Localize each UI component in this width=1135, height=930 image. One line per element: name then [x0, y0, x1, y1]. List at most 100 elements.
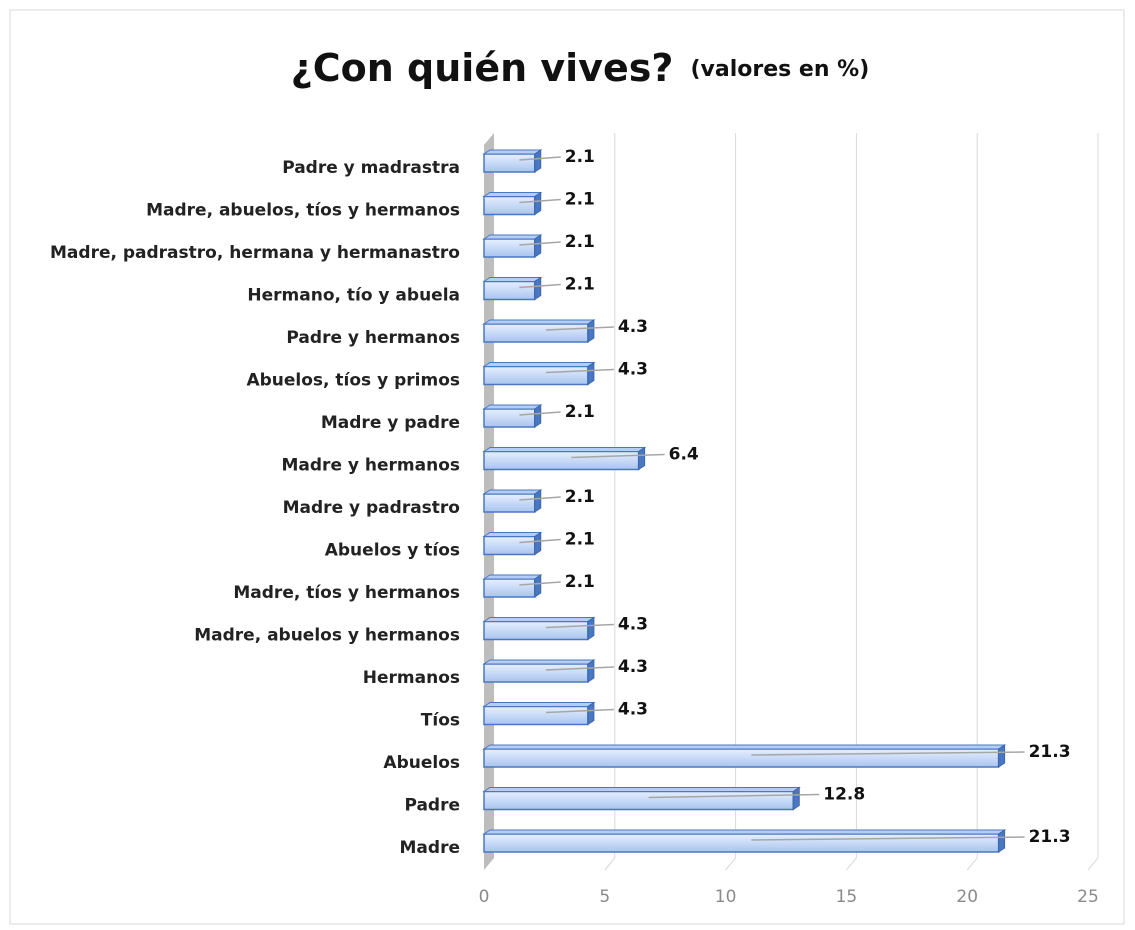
- bar-front: [483, 705, 589, 726]
- data-label: 2.1: [565, 190, 595, 210]
- leader-line: [545, 368, 614, 374]
- data-label: 21.3: [1029, 742, 1071, 762]
- x-tick-label: 5: [599, 887, 610, 907]
- bar-side: [534, 574, 542, 598]
- bar-front: [483, 578, 536, 598]
- bar-front: [483, 408, 536, 428]
- bar-front: [483, 323, 589, 343]
- bar-top: [482, 277, 543, 282]
- bar-top: [482, 829, 1007, 835]
- grid-line: [846, 133, 857, 871]
- leader-line: [545, 623, 614, 629]
- bar-top: [482, 447, 647, 452]
- bar-side: [998, 829, 1006, 853]
- data-label: 2.1: [565, 275, 595, 295]
- bar-side: [792, 786, 800, 811]
- leader-line: [751, 836, 1025, 841]
- leader-line: [751, 751, 1025, 756]
- bar: [482, 659, 596, 683]
- data-label: 12.8: [823, 785, 865, 805]
- x-tick-label: 15: [836, 887, 858, 907]
- bar-top: [482, 702, 596, 707]
- x-tick-label: 25: [1077, 887, 1099, 907]
- bar-top: [482, 234, 543, 240]
- bar-front: [483, 153, 536, 173]
- bar: [482, 701, 596, 726]
- leader-line: [519, 241, 561, 246]
- bar: [482, 616, 596, 641]
- x-tick-label: 0: [479, 887, 490, 907]
- bar: [482, 489, 543, 513]
- bar-side: [534, 191, 542, 216]
- data-label: 4.3: [618, 615, 648, 635]
- y-tick-label: Madre y padrastro: [283, 498, 460, 518]
- data-label: 4.3: [618, 700, 648, 720]
- leader-line: [648, 793, 820, 799]
- data-label: 2.1: [565, 530, 595, 550]
- y-tick-label: Madre y padre: [321, 413, 460, 433]
- bar-top: [482, 787, 801, 792]
- bar-top: [482, 744, 1007, 750]
- data-label: 2.1: [565, 487, 595, 507]
- bar-front: [483, 663, 589, 683]
- bar: [482, 361, 596, 386]
- leader-line: [519, 411, 561, 416]
- bar: [482, 234, 543, 258]
- bar-front: [483, 620, 589, 641]
- bar-top: [482, 574, 543, 580]
- bar-front: [483, 280, 536, 301]
- bar-top: [482, 404, 543, 410]
- bar-side: [534, 234, 542, 258]
- data-label: 2.1: [565, 147, 595, 167]
- data-label: 4.3: [618, 360, 648, 380]
- y-tick-label: Madre y hermanos: [282, 456, 461, 476]
- bar: [482, 786, 801, 811]
- leader-line: [545, 708, 614, 714]
- leader-line: [571, 453, 665, 459]
- bar: [482, 191, 543, 216]
- bar: [482, 149, 543, 173]
- chart-title: ¿Con quién vives?: [291, 46, 674, 90]
- leader-line: [545, 666, 614, 671]
- bar-front: [483, 790, 794, 811]
- bar-side: [587, 361, 595, 386]
- bar: [482, 531, 543, 556]
- grid-line: [966, 133, 978, 871]
- y-tick-label: Padre y madrastra: [282, 158, 460, 178]
- y-tick-label: Padre: [404, 796, 460, 816]
- grid-line: [725, 133, 737, 871]
- bar-front: [483, 748, 1000, 768]
- bar-side: [534, 404, 542, 428]
- bar-top: [482, 617, 596, 622]
- data-label: 6.4: [669, 445, 699, 465]
- y-tick-label: Abuelos y tíos: [325, 541, 460, 561]
- y-tick-label: Abuelos: [383, 753, 460, 773]
- y-tick-label: Padre y hermanos: [286, 328, 460, 348]
- leader-line: [519, 496, 561, 501]
- data-label: 2.1: [565, 232, 595, 252]
- bar-top: [482, 489, 543, 495]
- y-tick-label: Tíos: [421, 711, 460, 731]
- bar-front: [483, 493, 536, 513]
- bar: [482, 276, 543, 301]
- leader-line: [519, 283, 561, 289]
- y-tick-label: Hermanos: [363, 668, 460, 688]
- bar-front: [483, 365, 589, 386]
- bar-side: [534, 149, 542, 173]
- bar-top: [482, 149, 543, 155]
- chart-title-group: ¿Con quién vives? (valores en %): [291, 46, 870, 90]
- bar-top: [482, 192, 543, 197]
- bar: [482, 319, 596, 343]
- bar-side: [534, 276, 542, 301]
- bar-front: [483, 535, 536, 556]
- y-tick-label: Madre, tíos y hermanos: [233, 583, 460, 603]
- bar-side: [587, 616, 595, 641]
- bar-front: [483, 238, 536, 258]
- bar-side: [534, 489, 542, 513]
- x-tick-label: 10: [715, 887, 737, 907]
- data-label: 4.3: [618, 317, 648, 337]
- bar: [482, 829, 1007, 853]
- leader-line: [519, 156, 561, 161]
- bar-front: [483, 833, 1000, 853]
